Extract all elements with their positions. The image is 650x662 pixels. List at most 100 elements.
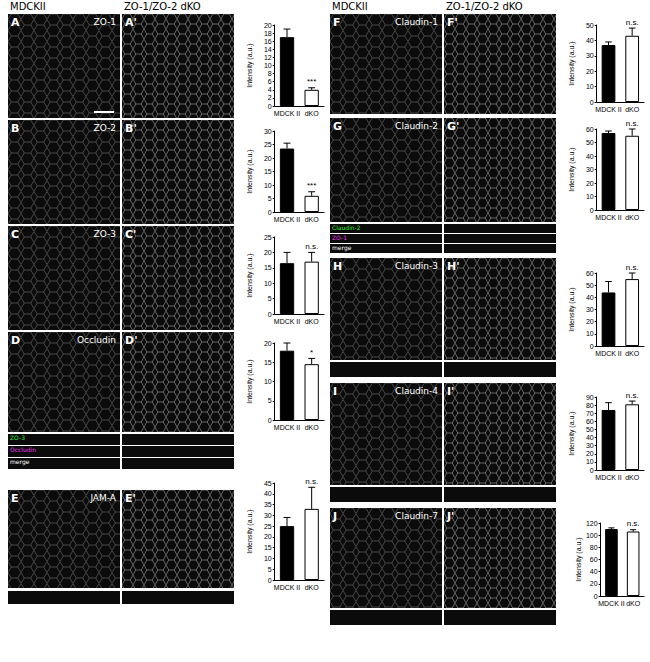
- svg-text:15: 15: [264, 359, 272, 366]
- svg-text:Intensity (a.u.): Intensity (a.u.): [246, 43, 254, 87]
- svg-text:0: 0: [268, 311, 272, 318]
- svg-text:0: 0: [268, 417, 272, 424]
- svg-text:*: *: [310, 348, 313, 357]
- svg-text:20: 20: [264, 340, 272, 347]
- svg-text:Intensity (a.u.): Intensity (a.u.): [568, 41, 576, 85]
- svg-text:90: 90: [586, 394, 594, 401]
- svg-text:10: 10: [264, 555, 272, 562]
- svg-text:10: 10: [264, 182, 272, 189]
- svg-text:dKO: dKO: [305, 584, 320, 591]
- svg-text:30: 30: [264, 512, 272, 519]
- svg-text:0: 0: [590, 467, 594, 474]
- svg-text:10: 10: [264, 280, 272, 287]
- svg-text:60: 60: [586, 418, 594, 425]
- svg-text:10: 10: [586, 458, 594, 465]
- svg-text:50: 50: [586, 282, 594, 289]
- svg-text:MDCK II: MDCK II: [274, 584, 301, 591]
- svg-text:80: 80: [590, 544, 598, 551]
- svg-text:20: 20: [586, 180, 594, 187]
- svg-text:18: 18: [264, 30, 272, 37]
- svg-text:30: 30: [586, 52, 594, 59]
- svg-text:0: 0: [268, 209, 272, 216]
- svg-text:dKO: dKO: [305, 216, 320, 223]
- svg-text:80: 80: [586, 402, 594, 409]
- svg-text:dKO: dKO: [625, 350, 640, 357]
- svg-text:12: 12: [264, 54, 272, 61]
- svg-text:dKO: dKO: [305, 424, 320, 431]
- svg-text:20: 20: [586, 450, 594, 457]
- svg-text:5: 5: [268, 397, 272, 404]
- svg-text:30: 30: [264, 128, 272, 135]
- svg-text:10: 10: [264, 62, 272, 69]
- svg-text:0: 0: [590, 99, 594, 106]
- svg-text:50: 50: [586, 139, 594, 146]
- svg-text:n.s.: n.s.: [305, 242, 318, 251]
- svg-text:25: 25: [264, 234, 272, 241]
- svg-text:MDCK II: MDCK II: [274, 216, 301, 223]
- svg-text:15: 15: [264, 544, 272, 551]
- svg-text:20: 20: [586, 68, 594, 75]
- svg-text:10: 10: [586, 83, 594, 90]
- svg-text:n.s.: n.s.: [626, 391, 639, 400]
- svg-text:10: 10: [264, 378, 272, 385]
- svg-text:40: 40: [586, 294, 594, 301]
- svg-text:35: 35: [264, 501, 272, 508]
- svg-text:dKO: dKO: [305, 318, 320, 325]
- svg-text:30: 30: [586, 306, 594, 313]
- svg-text:n.s.: n.s.: [627, 519, 640, 528]
- svg-text:40: 40: [586, 37, 594, 44]
- svg-text:16: 16: [264, 38, 272, 45]
- svg-text:n.s.: n.s.: [626, 119, 639, 128]
- svg-text:Intensity (a.u.): Intensity (a.u.): [568, 287, 576, 331]
- svg-text:MDCK II: MDCK II: [595, 106, 622, 113]
- svg-text:n.s.: n.s.: [626, 18, 639, 27]
- svg-text:6: 6: [268, 78, 272, 85]
- svg-text:Intensity (a.u.): Intensity (a.u.): [575, 537, 583, 581]
- svg-text:5: 5: [268, 195, 272, 202]
- svg-text:Intensity (a.u.): Intensity (a.u.): [246, 253, 254, 297]
- svg-text:40: 40: [590, 568, 598, 575]
- svg-text:60: 60: [590, 556, 598, 563]
- svg-text:30: 30: [586, 166, 594, 173]
- svg-text:MDCK II: MDCK II: [595, 214, 622, 221]
- svg-text:20: 20: [586, 318, 594, 325]
- svg-text:4: 4: [268, 86, 272, 93]
- svg-text:Intensity (a.u.): Intensity (a.u.): [246, 149, 254, 193]
- svg-text:n.s.: n.s.: [626, 263, 639, 272]
- svg-text:20: 20: [264, 155, 272, 162]
- svg-text:14: 14: [264, 46, 272, 53]
- svg-text:dKO: dKO: [625, 214, 640, 221]
- svg-text:20: 20: [264, 22, 272, 29]
- svg-text:MDCK II: MDCK II: [274, 318, 301, 325]
- svg-text:MDCK II: MDCK II: [274, 110, 301, 117]
- svg-text:30: 30: [586, 442, 594, 449]
- svg-text:5: 5: [268, 566, 272, 573]
- svg-text:60: 60: [586, 270, 594, 277]
- svg-text:60: 60: [586, 126, 594, 133]
- svg-text:0: 0: [594, 593, 598, 600]
- svg-text:25: 25: [264, 523, 272, 530]
- svg-text:25: 25: [264, 141, 272, 148]
- svg-text:5: 5: [268, 295, 272, 302]
- svg-text:Intensity (a.u.): Intensity (a.u.): [568, 411, 576, 455]
- svg-text:Intensity (a.u.): Intensity (a.u.): [568, 147, 576, 191]
- svg-text:0: 0: [590, 207, 594, 214]
- svg-text:100: 100: [586, 532, 598, 539]
- svg-text:15: 15: [264, 264, 272, 271]
- svg-text:40: 40: [264, 490, 272, 497]
- svg-text:Intensity (a.u.): Intensity (a.u.): [246, 509, 254, 553]
- svg-text:MDCK II: MDCK II: [274, 424, 301, 431]
- svg-text:20: 20: [590, 580, 598, 587]
- svg-text:0: 0: [268, 103, 272, 110]
- svg-text:MDCK II: MDCK II: [595, 350, 622, 357]
- svg-text:70: 70: [586, 410, 594, 417]
- svg-text:0: 0: [590, 343, 594, 350]
- svg-text:***: ***: [307, 181, 316, 190]
- svg-text:dKO: dKO: [626, 600, 641, 607]
- svg-text:40: 40: [586, 434, 594, 441]
- svg-text:120: 120: [586, 520, 598, 527]
- svg-text:15: 15: [264, 168, 272, 175]
- svg-text:dKO: dKO: [625, 474, 640, 481]
- svg-text:20: 20: [264, 533, 272, 540]
- svg-text:50: 50: [586, 22, 594, 29]
